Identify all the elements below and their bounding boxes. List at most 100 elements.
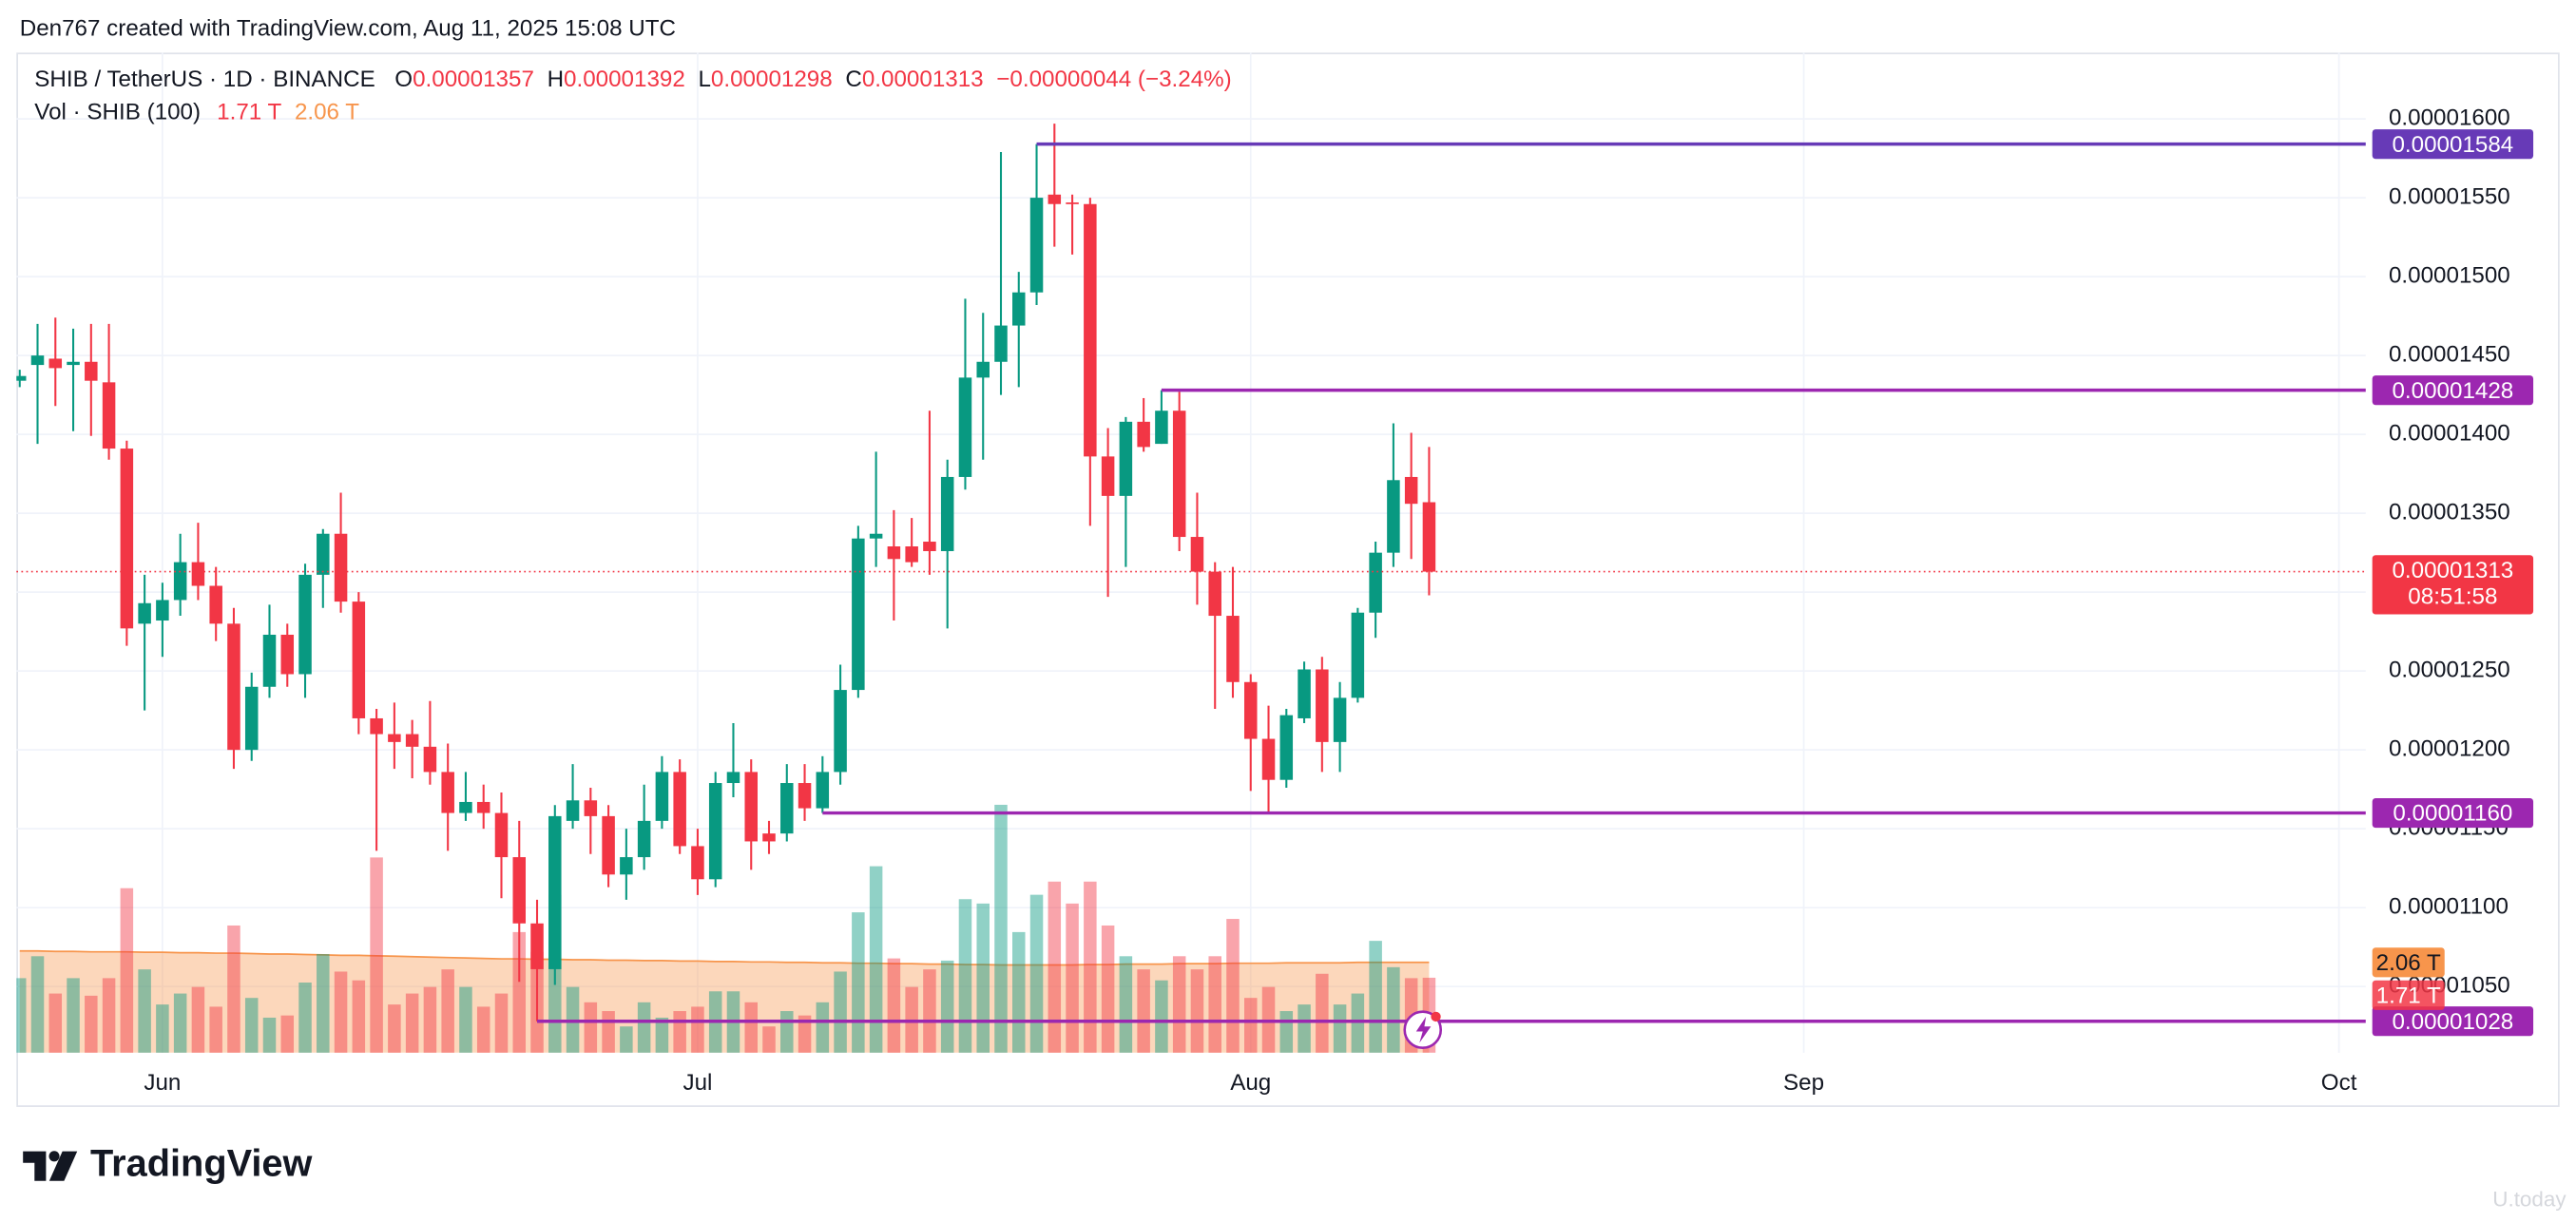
volume-bar [762,1026,776,1053]
volume-bar [317,953,330,1053]
volume-bar [494,993,509,1053]
volume-bar [512,931,527,1053]
candle-body [976,361,990,378]
x-tick-label: Oct [2321,1070,2357,1096]
volume-value: 1.71 T [217,100,281,125]
level-label-bg [2372,1006,2534,1037]
candle-body [459,801,472,813]
candle-body [388,734,401,742]
volume-bar [423,986,437,1053]
candle-body [852,538,865,691]
volume-bar [85,995,98,1053]
volume-bar [1172,956,1186,1053]
volume-bar [976,903,990,1053]
y-tick-label: 0.00001450 [2389,342,2510,368]
volume-bar [102,978,116,1053]
level-label-bg [2372,129,2534,160]
volume-bar [1084,881,1097,1053]
volume-bar [852,912,865,1053]
icon-bolt [1415,1016,1432,1043]
overlay: 0.000010500.000011000.000011500.00001200… [16,105,2534,1096]
ohlc-key: L [698,67,710,92]
volume-bar [441,969,454,1053]
candle-body [834,690,847,773]
candle-body [494,812,509,858]
volume-bar [370,857,383,1053]
replay-icon[interactable] [1403,1010,1443,1050]
volume-bar [940,960,954,1053]
volume-bar [602,1011,615,1053]
candle-body [317,533,330,575]
candle-body [298,574,312,675]
volume-bar [1137,969,1150,1053]
candle-body [887,546,901,560]
volume-bar [584,1002,598,1053]
brand-name: TradingView [90,1143,312,1185]
volume-label-bg [2372,980,2445,1010]
candle-body [334,533,348,602]
candle-body [869,533,883,539]
volume-ma-area [19,950,1430,1053]
candle-body [798,783,812,809]
candle-body [102,382,116,449]
volume-bar [459,986,472,1053]
candle-body [1155,411,1168,445]
volume-bar [637,1002,651,1053]
volume-bar [138,969,151,1053]
volume-bar [209,1006,222,1053]
volume-bar [1369,941,1382,1053]
volume-bar [691,1006,704,1053]
candle-body [780,783,794,834]
candle-body [173,562,187,601]
candle-body [423,746,437,773]
legend-row: SHIB / TetherUS · 1D · BINANCE O0.000013… [34,67,1231,92]
candle-body [280,634,295,675]
volume-bar [1066,903,1079,1053]
icon-dot [1431,1011,1441,1022]
volume-bar [1226,919,1240,1053]
candle-body [708,783,722,880]
candle-body [1333,697,1347,742]
volume-bar [156,1004,169,1053]
candle-body [370,717,383,735]
volume-bar [1048,881,1062,1053]
volume-bar [1208,956,1221,1053]
volume-bar [1351,993,1365,1053]
volume-bar [958,899,972,1053]
level-label-bg [2372,798,2534,829]
ohlc-key: O [394,67,413,92]
volume-bar [1298,1004,1311,1053]
candle-body [1298,669,1311,718]
candle-body [405,734,419,747]
volume-bar [244,998,259,1053]
level-label: 0.00001160 [2393,801,2512,827]
x-tick-label: Aug [1230,1070,1271,1096]
candle-body [816,772,830,809]
candle-body [602,815,615,875]
y-tick-label: 0.00001550 [2389,183,2510,209]
candle-body [352,601,366,718]
brand-logo: TradingView [23,1143,313,1185]
volume-bar [655,1017,669,1053]
candle-body [476,801,490,813]
symbol: SHIB / TetherUS · 1D · BINANCE [34,67,375,92]
ohlc-value: 0.00001357 [413,67,534,92]
volume-bar [1029,894,1044,1053]
candle-body [923,542,936,551]
candle-body [48,358,63,369]
y-tick-label: 0.00001200 [2389,736,2510,762]
candle-body [209,585,222,624]
logo-mark [48,1151,60,1162]
candle-body [138,602,151,624]
level-label: 0.00001028 [2392,1009,2513,1035]
candle-body [1279,715,1294,780]
candle-body [726,772,740,784]
candle-body [1351,612,1365,698]
ohlc-key: C [845,67,861,92]
countdown: 08:51:58 [2408,584,2497,610]
volume-bar [780,1011,794,1053]
volume-bar [1190,969,1204,1053]
x-tick-label: Sep [1783,1070,1824,1096]
candle-body [120,449,134,629]
candle-body [940,476,954,551]
